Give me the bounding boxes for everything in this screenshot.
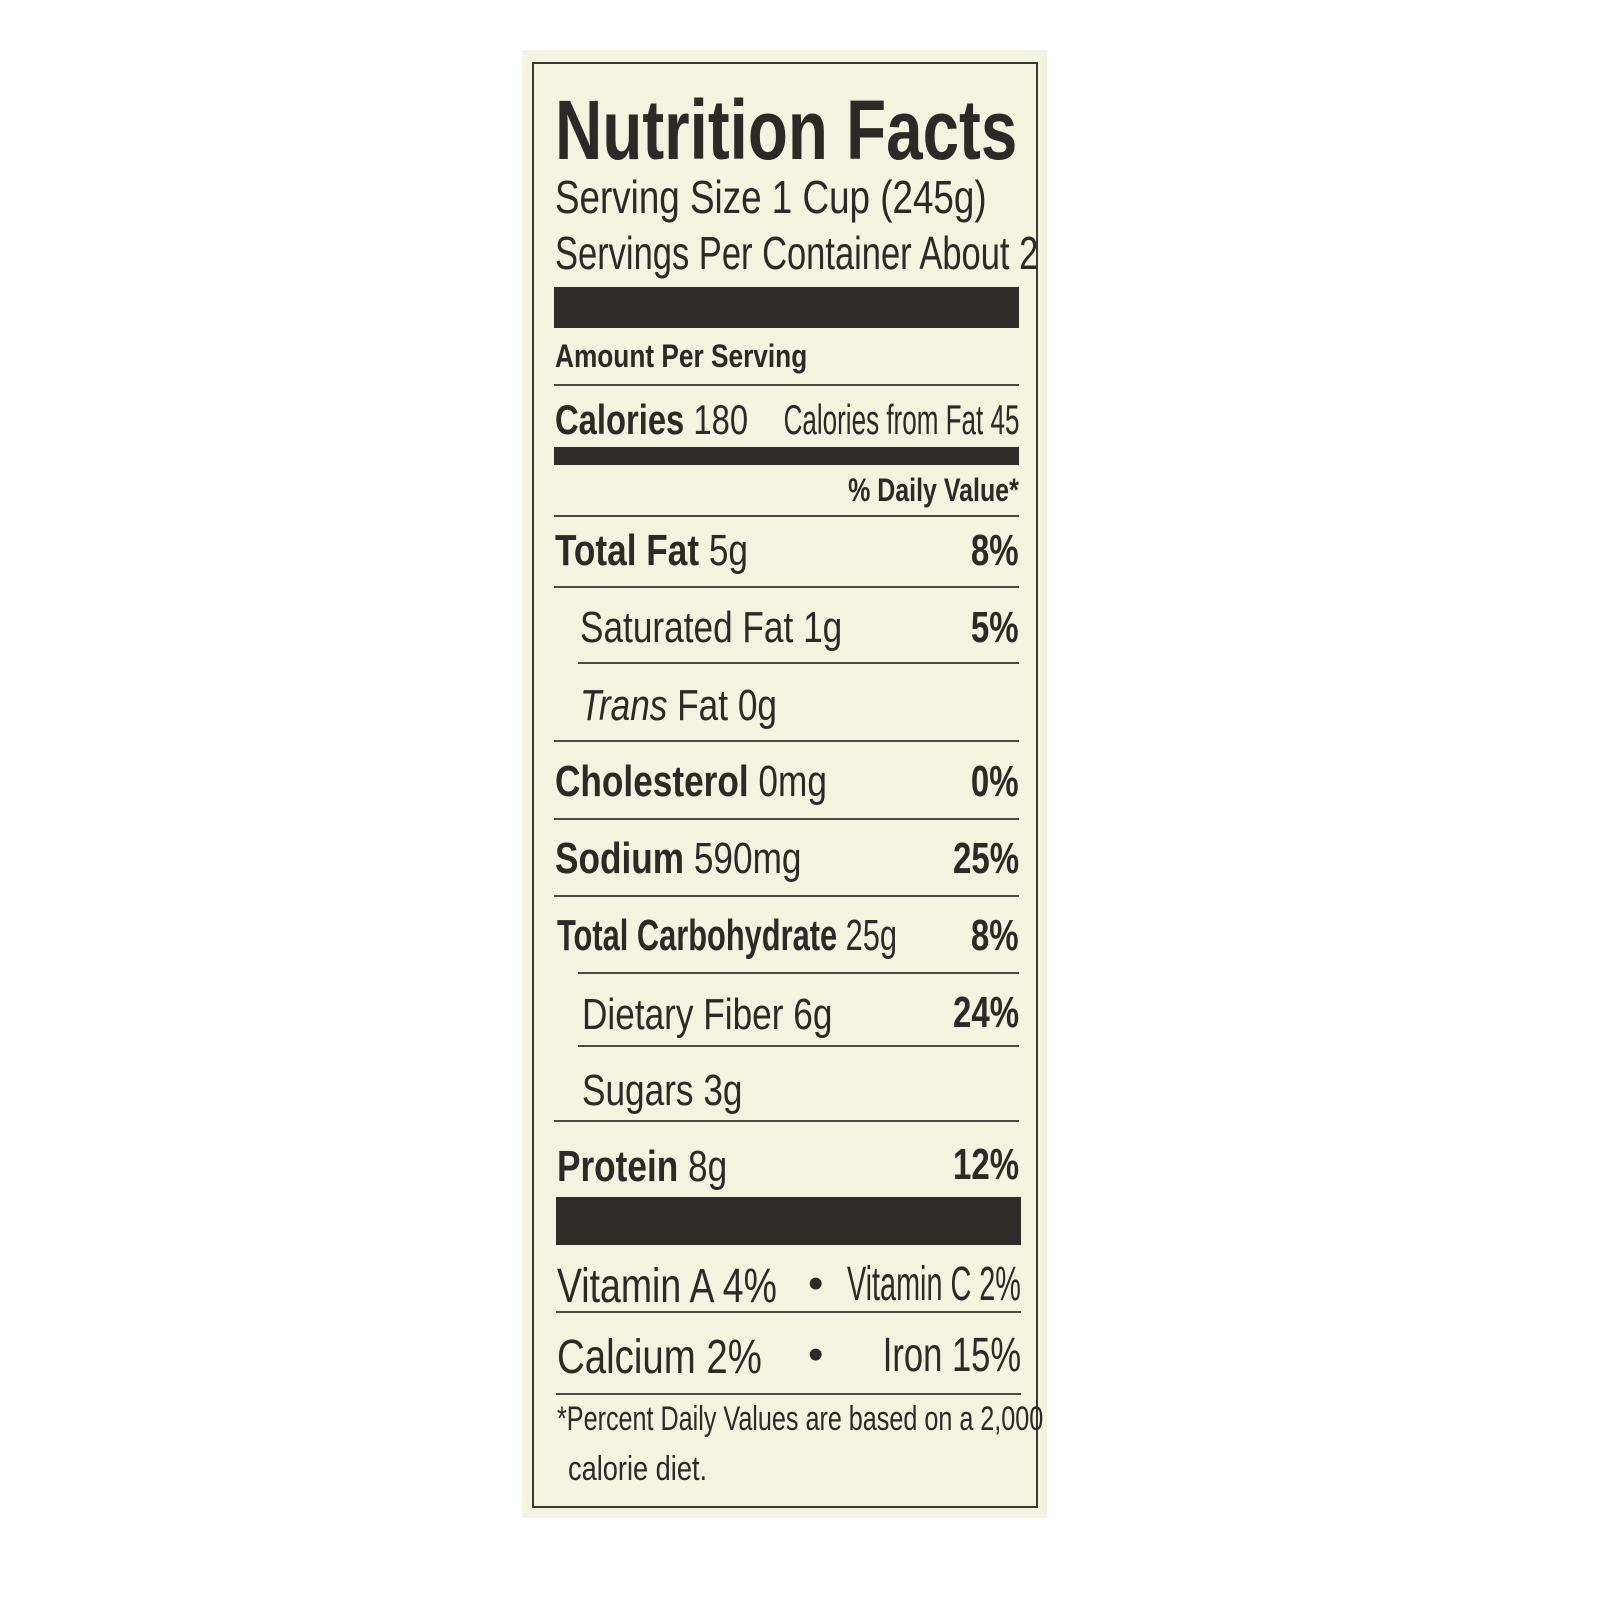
- nutrient-amount: 3g: [703, 1066, 743, 1115]
- nutrient-name: Sugars: [582, 1066, 694, 1115]
- bullet: •: [808, 1330, 824, 1379]
- nutrient-row-saturated-fat: Saturated Fat 1g: [580, 603, 842, 653]
- calories-from-fat: Calories from Fat 45: [783, 396, 1019, 443]
- vitamin-c: Vitamin C 2%: [847, 1258, 1021, 1311]
- nutrient-amount: 25g: [845, 911, 898, 960]
- divider: [556, 1393, 1021, 1395]
- label-border: [532, 62, 1038, 1508]
- divider: [578, 662, 1019, 664]
- nutrient-amount: 0mg: [758, 757, 827, 806]
- bullet: •: [808, 1259, 824, 1308]
- nutrient-row-total-carbohydrate: Total Carbohydrate 25g: [557, 911, 897, 961]
- divider: [554, 1120, 1019, 1122]
- nutrient-amount: 590mg: [693, 834, 802, 883]
- nutrient-dv: 0%: [971, 757, 1019, 806]
- nutrient-row-sodium: Sodium 590mg: [555, 834, 801, 884]
- nutrient-name: Total Fat: [555, 526, 700, 575]
- nutrient-row-total-fat: Total Fat 5g: [555, 526, 748, 576]
- nutrient-row-protein: Protein 8g: [557, 1142, 727, 1192]
- nutrient-amount: 0g: [737, 681, 777, 730]
- nutrient-row-cholesterol: Cholesterol 0mg: [555, 757, 827, 807]
- nutrient-dv: 24%: [952, 988, 1019, 1037]
- footnote-line-2: calorie diet.: [568, 1450, 708, 1488]
- nutrient-name: Dietary Fiber: [582, 990, 784, 1039]
- nutrient-dv: 8%: [971, 911, 1019, 960]
- nutrient-amount: 1g: [803, 603, 843, 652]
- divider: [578, 972, 1019, 974]
- footnote-line-1: *Percent Daily Values are based on a 2,0…: [557, 1400, 1044, 1438]
- calories-row: Calories 180: [555, 396, 748, 444]
- calcium: Calcium 2%: [557, 1331, 762, 1384]
- divider: [554, 895, 1019, 897]
- calories-label: Calories: [555, 396, 685, 443]
- divider: [556, 1311, 1021, 1313]
- serving-size: Serving Size 1 Cup (245g): [555, 171, 987, 223]
- nutrient-dv: 25%: [952, 834, 1019, 883]
- iron: Iron 15%: [882, 1329, 1021, 1382]
- nutrient-dv: 8%: [971, 526, 1019, 575]
- daily-value-header: % Daily Value*: [848, 472, 1019, 508]
- nutrient-row-sugars: Sugars 3g: [582, 1066, 742, 1116]
- thick-divider: [554, 287, 1019, 328]
- nutrient-name: Total Carbohydrate: [557, 911, 838, 960]
- medium-divider: [554, 447, 1019, 465]
- nutrient-name: Saturated Fat: [580, 603, 794, 652]
- nutrient-row-dietary-fiber: Dietary Fiber 6g: [582, 990, 832, 1040]
- nutrient-row-trans-fat: Trans Fat 0g: [580, 681, 777, 731]
- nutrient-name: Sodium: [555, 834, 685, 883]
- servings-per-container: Servings Per Container About 2: [555, 227, 1039, 279]
- divider: [578, 1045, 1019, 1047]
- divider: [554, 384, 1019, 386]
- nutrient-name: Cholesterol: [555, 757, 749, 806]
- nutrient-dv: 5%: [971, 603, 1019, 652]
- thick-divider: [556, 1197, 1021, 1245]
- divider: [554, 818, 1019, 820]
- label-title: Nutrition Facts: [555, 83, 1018, 177]
- nutrient-amount: 5g: [708, 526, 748, 575]
- nutrient-amount: 8g: [688, 1142, 728, 1191]
- vitamin-a: Vitamin A 4%: [557, 1260, 777, 1313]
- divider: [554, 586, 1019, 588]
- divider: [554, 515, 1019, 517]
- calories-value: 180: [693, 396, 749, 443]
- nutrient-name: Protein: [557, 1142, 679, 1191]
- nutrient-name-rest: Fat: [677, 681, 729, 730]
- amount-per-serving: Amount Per Serving: [555, 338, 808, 374]
- divider: [554, 740, 1019, 742]
- nutrient-dv: 12%: [952, 1140, 1019, 1189]
- nutrient-amount: 6g: [793, 990, 833, 1039]
- nutrient-name: Trans: [580, 681, 668, 730]
